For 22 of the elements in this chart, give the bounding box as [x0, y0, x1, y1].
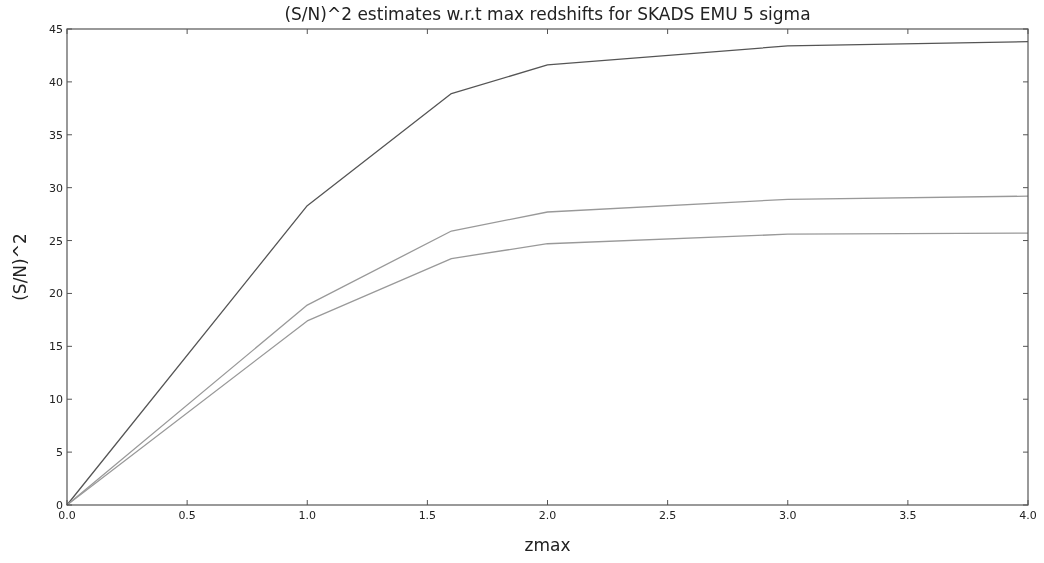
x-axis-title: zmax	[524, 535, 571, 555]
x-tick-label: 2.5	[658, 509, 677, 522]
y-tick-label: 5	[56, 446, 63, 460]
y-tick-label: 20	[49, 287, 63, 301]
y-tick-label: 35	[49, 128, 63, 142]
y-axis-title: (S/N)^2	[10, 233, 30, 301]
y-tick-label: 25	[49, 234, 63, 248]
x-tick-label: 0.0	[58, 509, 76, 522]
y-tick-label: 15	[49, 340, 63, 354]
x-tick-label: 1.0	[298, 509, 316, 522]
x-tick-label: 2.0	[538, 509, 557, 522]
x-tick-label: 0.5	[178, 509, 196, 522]
y-tick-label: 0	[56, 499, 63, 512]
y-tick-label: 45	[49, 23, 63, 36]
y-tick-label: 40	[49, 75, 63, 89]
x-tick-label: 1.5	[418, 509, 437, 522]
y-tick-label: 30	[49, 181, 63, 195]
chart-title: (S/N)^2 estimates w.r.t max redshifts for SKADS EMU 5 sigma	[284, 4, 811, 24]
y-tick-label: 10	[49, 393, 63, 407]
x-tick-label: 3.5	[899, 509, 917, 522]
x-tick-label: 3.0	[779, 509, 797, 522]
x-tick-label: 4.0	[1019, 509, 1037, 522]
